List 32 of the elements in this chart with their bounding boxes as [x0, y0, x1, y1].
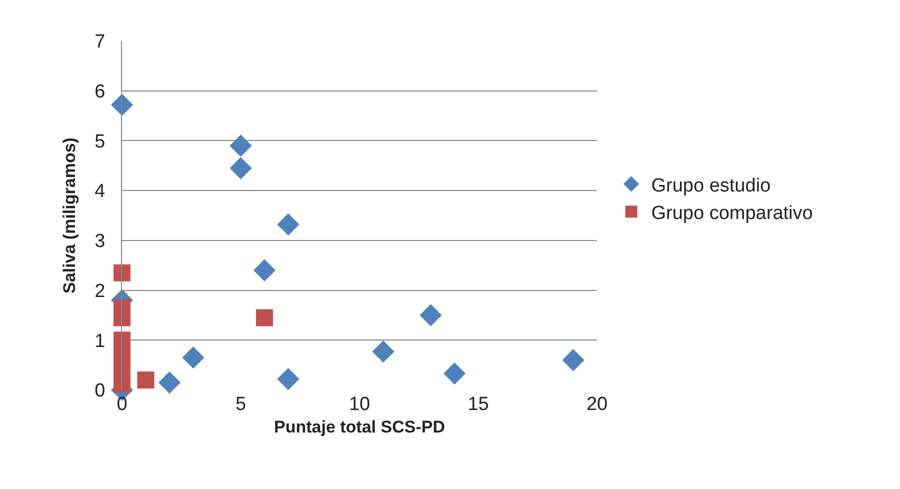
- y-tick-label: 0: [94, 380, 106, 402]
- x-tick-label: 20: [586, 394, 608, 415]
- x-tick-label: 5: [235, 394, 246, 415]
- point: [137, 372, 154, 389]
- point: [182, 346, 204, 369]
- point: [158, 371, 181, 394]
- y-tick-label: 6: [94, 82, 106, 103]
- point: [443, 362, 466, 385]
- x-axis-title: Puntaje total SCS-PD: [274, 417, 445, 436]
- y-axis-title: Saliva (miligramos): [60, 138, 80, 294]
- y-tick-label: 4: [94, 181, 106, 202]
- y-tick-label: 2: [94, 280, 106, 302]
- point: [114, 264, 130, 282]
- y-tick-label: 7: [94, 32, 106, 53]
- point: [420, 304, 442, 326]
- x-tick-label: 10: [348, 394, 370, 415]
- point: [230, 134, 252, 157]
- point: [110, 94, 134, 116]
- legend-label: Grupo estudio: [651, 175, 771, 196]
- point: [230, 157, 252, 180]
- point: [277, 213, 300, 236]
- legend-label: Grupo comparativo: [651, 203, 813, 224]
- point: [256, 309, 273, 326]
- point: [372, 340, 394, 363]
- y-tick-label: 5: [94, 131, 106, 152]
- point: [277, 368, 300, 390]
- point: [562, 349, 584, 372]
- point: [253, 259, 276, 282]
- y-tick-label: 1: [94, 330, 106, 352]
- x-tick-label: 15: [468, 394, 489, 415]
- x-tick-label: 0: [116, 394, 128, 415]
- y-tick-label: 3: [94, 231, 106, 252]
